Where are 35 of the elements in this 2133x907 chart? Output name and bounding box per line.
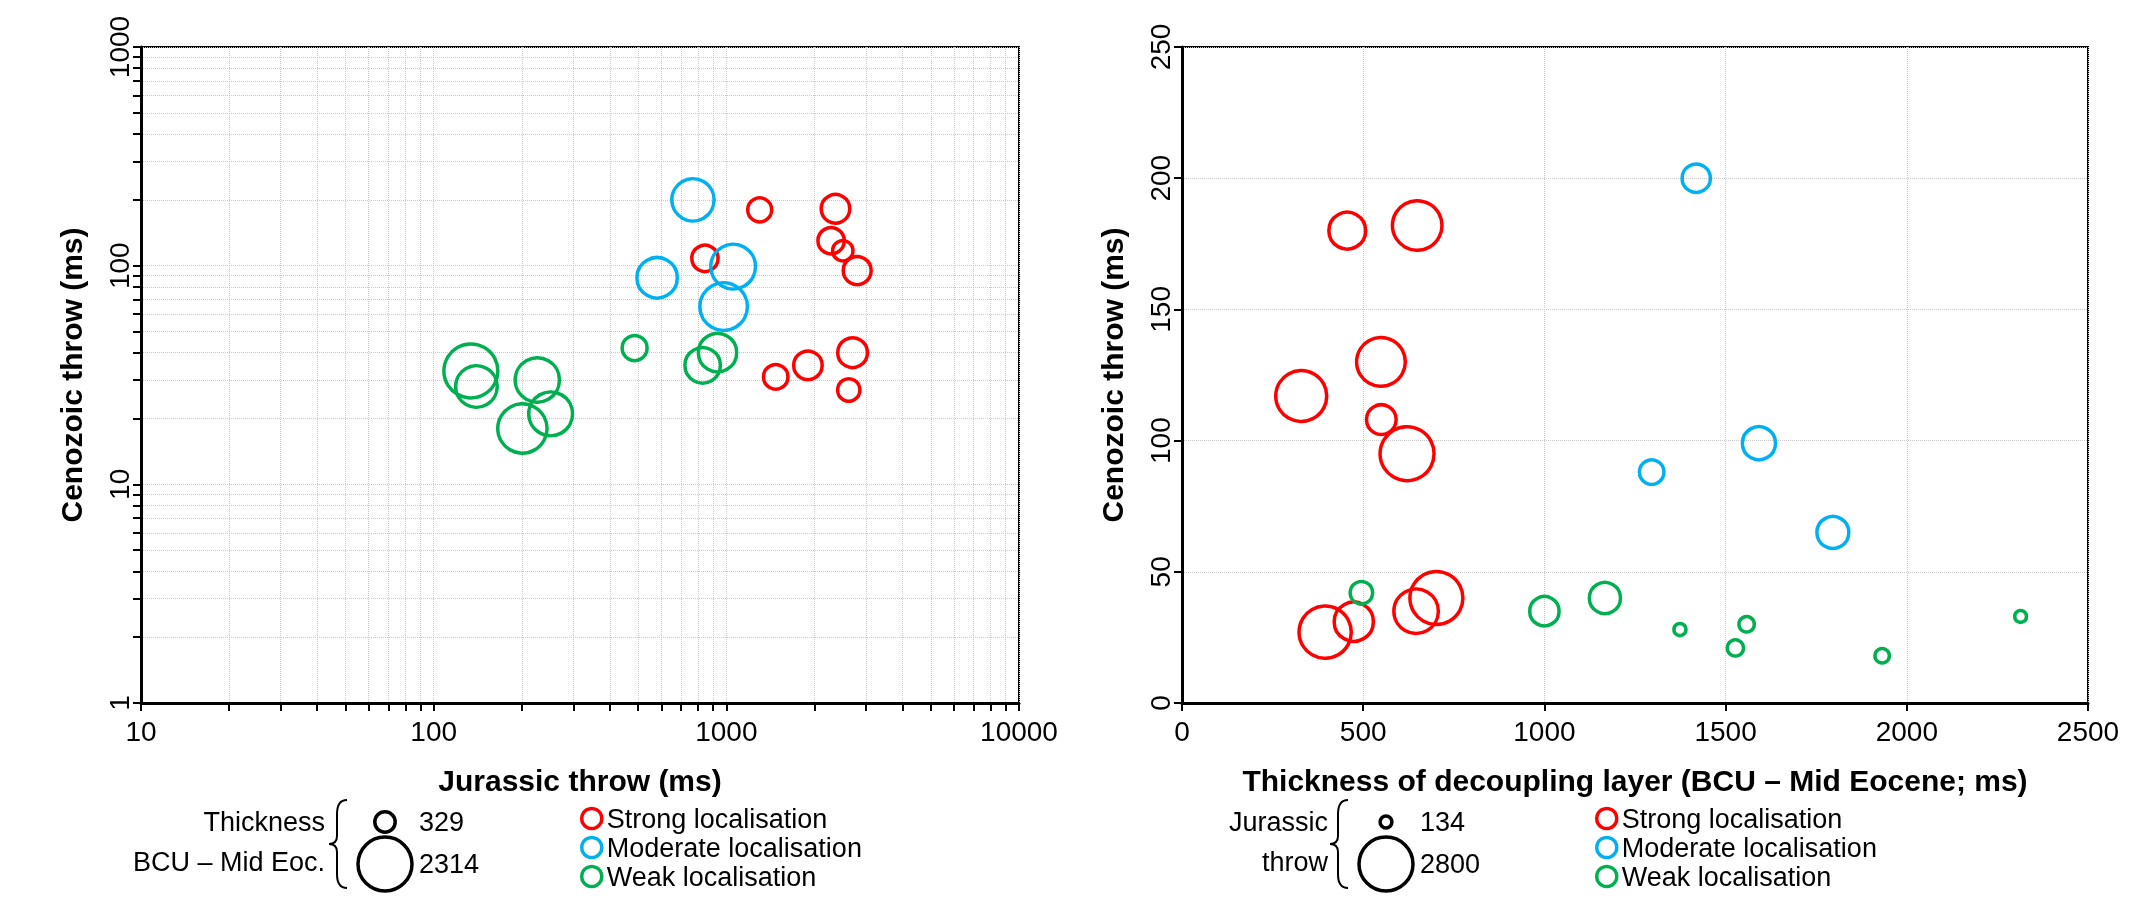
y-tick-label: 100 (1144, 417, 1176, 464)
y-tick-label: 1000 (103, 15, 135, 79)
y-axis-title: Cenozoic throw (ms) (54, 227, 88, 523)
x-tick-label: 500 (1339, 715, 1387, 747)
legend-label: Strong localisation (606, 803, 828, 834)
y-tick-label: 50 (1144, 556, 1176, 588)
x-tick-label: 2500 (2056, 715, 2120, 747)
legend-label: Strong localisation (1621, 803, 1843, 834)
x-tick-label: 1000 (695, 715, 758, 747)
y-tick-label: 150 (1144, 286, 1176, 333)
y-tick-label: 200 (1144, 154, 1176, 202)
legend-label: Weak localisation (606, 861, 817, 892)
legend-label: Weak localisation (1621, 861, 1832, 892)
y-axis-title: Cenozoic throw (ms) (1095, 227, 1129, 523)
y-tick-label: 1 (103, 695, 135, 711)
legend-label: 329 (419, 807, 465, 837)
text: throw (1261, 847, 1329, 877)
x-tick-label: 2000 (1875, 715, 1938, 747)
x-tick-label: 10000 (980, 715, 1058, 747)
x-axis-title: Thickness of decoupling layer (BCU – Mid Eocene; ms) (1242, 763, 2028, 797)
x-tick-label: 10 (125, 715, 157, 747)
text: Jurassic (1228, 807, 1328, 837)
x-tick-label: 100 (410, 715, 458, 747)
y-tick-label: 250 (1144, 23, 1176, 71)
y-tick-label: 0 (1144, 695, 1176, 711)
legend-label: 2800 (1420, 849, 1481, 879)
x-axis-title: Jurassic throw (ms) (438, 763, 722, 797)
x-tick-label: 1500 (1694, 715, 1757, 747)
legend-label: 134 (1420, 807, 1466, 837)
x-tick-label: 1000 (1513, 715, 1576, 747)
y-tick-label: 10 (103, 468, 135, 500)
y-tick-label: 100 (103, 242, 135, 290)
legend-label: 2314 (419, 849, 480, 879)
text: Thickness (203, 807, 325, 837)
text: BCU – Mid Eoc. (132, 847, 325, 877)
